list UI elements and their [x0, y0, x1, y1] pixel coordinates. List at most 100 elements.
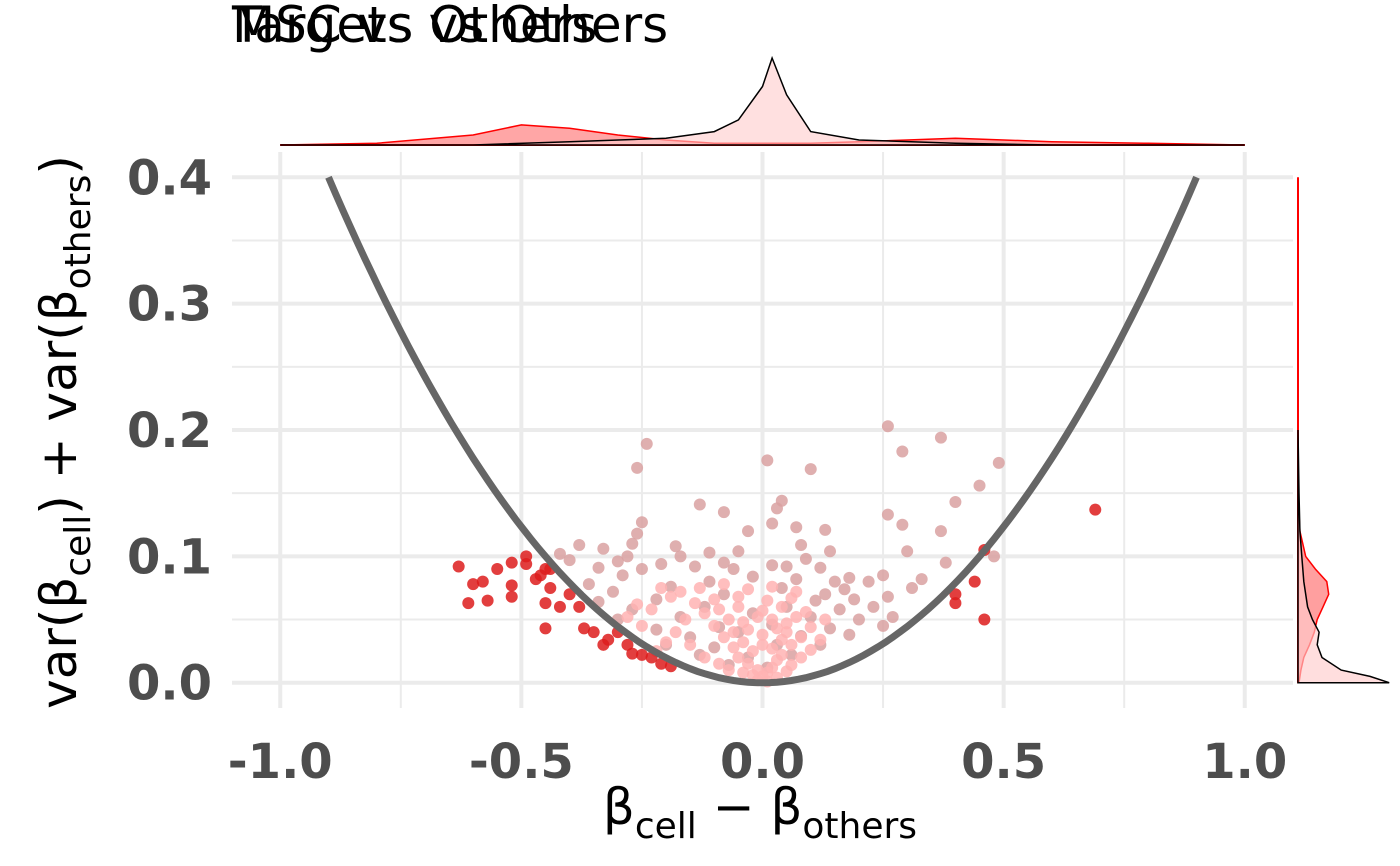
- data-point: [939, 556, 952, 569]
- data-point: [732, 590, 745, 603]
- data-point: [621, 611, 634, 624]
- data-point: [717, 588, 730, 601]
- data-point: [881, 420, 894, 433]
- x-marginal-density: [280, 55, 1245, 146]
- data-point: [795, 651, 808, 664]
- data-point: [732, 600, 745, 613]
- x-tick-label: 0.5: [961, 734, 1046, 790]
- data-point: [717, 578, 730, 591]
- data-point: [901, 545, 914, 558]
- chart-title-2: Targets vs Others: [231, 0, 668, 54]
- x-tick-label: 0.0: [720, 734, 805, 790]
- data-point: [462, 597, 475, 610]
- data-point: [819, 588, 832, 601]
- data-point: [626, 647, 639, 660]
- data-point: [770, 502, 783, 515]
- data-point: [766, 559, 779, 572]
- data-point: [655, 557, 668, 570]
- data-point: [824, 622, 837, 635]
- data-point: [949, 496, 962, 509]
- data-point: [597, 542, 610, 555]
- y-tick-label: 0.4: [127, 150, 212, 206]
- data-point: [949, 588, 962, 601]
- data-point: [688, 597, 701, 610]
- data-point: [616, 569, 629, 582]
- y-axis-title-sub: others: [58, 175, 99, 290]
- data-point: [737, 636, 750, 649]
- y-tick-labels: 0.0 0.1 0.2 0.3 0.4: [127, 150, 212, 711]
- data-point: [693, 498, 706, 511]
- data-point: [698, 651, 711, 664]
- x-tick-label: -0.5: [469, 734, 574, 790]
- chart-title-1: MSC vs Others: [232, 0, 597, 54]
- data-point: [973, 479, 986, 492]
- data-point: [539, 622, 552, 635]
- data-point: [746, 669, 759, 682]
- data-point: [742, 583, 755, 596]
- data-point: [838, 583, 851, 596]
- y-axis-title-part: ) + var(β: [30, 289, 88, 514]
- data-point: [775, 600, 788, 613]
- data-point: [505, 579, 518, 592]
- data-point: [631, 527, 644, 540]
- data-point: [578, 622, 591, 635]
- data-point: [679, 613, 692, 626]
- data-point: [717, 506, 730, 519]
- data-point: [602, 633, 615, 646]
- x-tick-labels: -1.0 -0.5 0.0 0.5 1.0: [228, 734, 1288, 790]
- data-point: [669, 626, 682, 639]
- data-point: [896, 518, 909, 531]
- data-point: [732, 545, 745, 558]
- data-point: [877, 619, 890, 632]
- data-point: [631, 598, 644, 611]
- data-point: [635, 516, 648, 529]
- data-point: [592, 561, 605, 574]
- data-point: [1089, 503, 1102, 516]
- data-point: [819, 613, 832, 626]
- data-point: [804, 643, 817, 656]
- data-point: [742, 525, 755, 538]
- data-point: [867, 600, 880, 613]
- data-point: [664, 580, 677, 593]
- y-tick-label: 0.3: [127, 277, 212, 333]
- y-axis-title-part: var(β: [30, 577, 88, 709]
- data-point: [785, 648, 798, 661]
- data-point: [987, 550, 1000, 563]
- data-point: [660, 636, 673, 649]
- data-point: [790, 521, 803, 534]
- data-point: [968, 575, 981, 588]
- x-tick-label: 1.0: [1202, 734, 1287, 790]
- data-point: [684, 638, 697, 651]
- data-point: [621, 638, 634, 651]
- y-axis-title: var(βcell) + var(βothers): [30, 155, 99, 709]
- data-point: [761, 594, 774, 607]
- data-point: [631, 461, 644, 474]
- data-point: [717, 556, 730, 569]
- data-point: [467, 578, 480, 591]
- data-point: [635, 619, 648, 632]
- data-point: [775, 648, 788, 661]
- data-point: [737, 616, 750, 629]
- data-point: [650, 623, 663, 636]
- data-point: [737, 666, 750, 679]
- data-point: [906, 581, 919, 594]
- data-point: [766, 580, 779, 593]
- data-point: [491, 563, 504, 575]
- data-point: [843, 628, 856, 641]
- y-tick-label: 0.0: [127, 656, 212, 712]
- x-axis-title-sub: cell: [635, 806, 697, 847]
- data-point: [573, 600, 586, 613]
- data-point: [814, 561, 827, 574]
- data-point: [544, 581, 557, 594]
- data-point: [732, 651, 745, 664]
- data-point: [828, 575, 841, 588]
- data-point: [722, 613, 735, 626]
- data-point: [520, 550, 533, 563]
- data-point: [949, 597, 962, 610]
- data-point: [674, 585, 687, 598]
- grid: [232, 152, 1293, 708]
- data-point: [669, 540, 682, 553]
- data-point: [978, 613, 991, 626]
- y-density-nonsignificant: [1297, 429, 1390, 684]
- data-point: [896, 445, 909, 458]
